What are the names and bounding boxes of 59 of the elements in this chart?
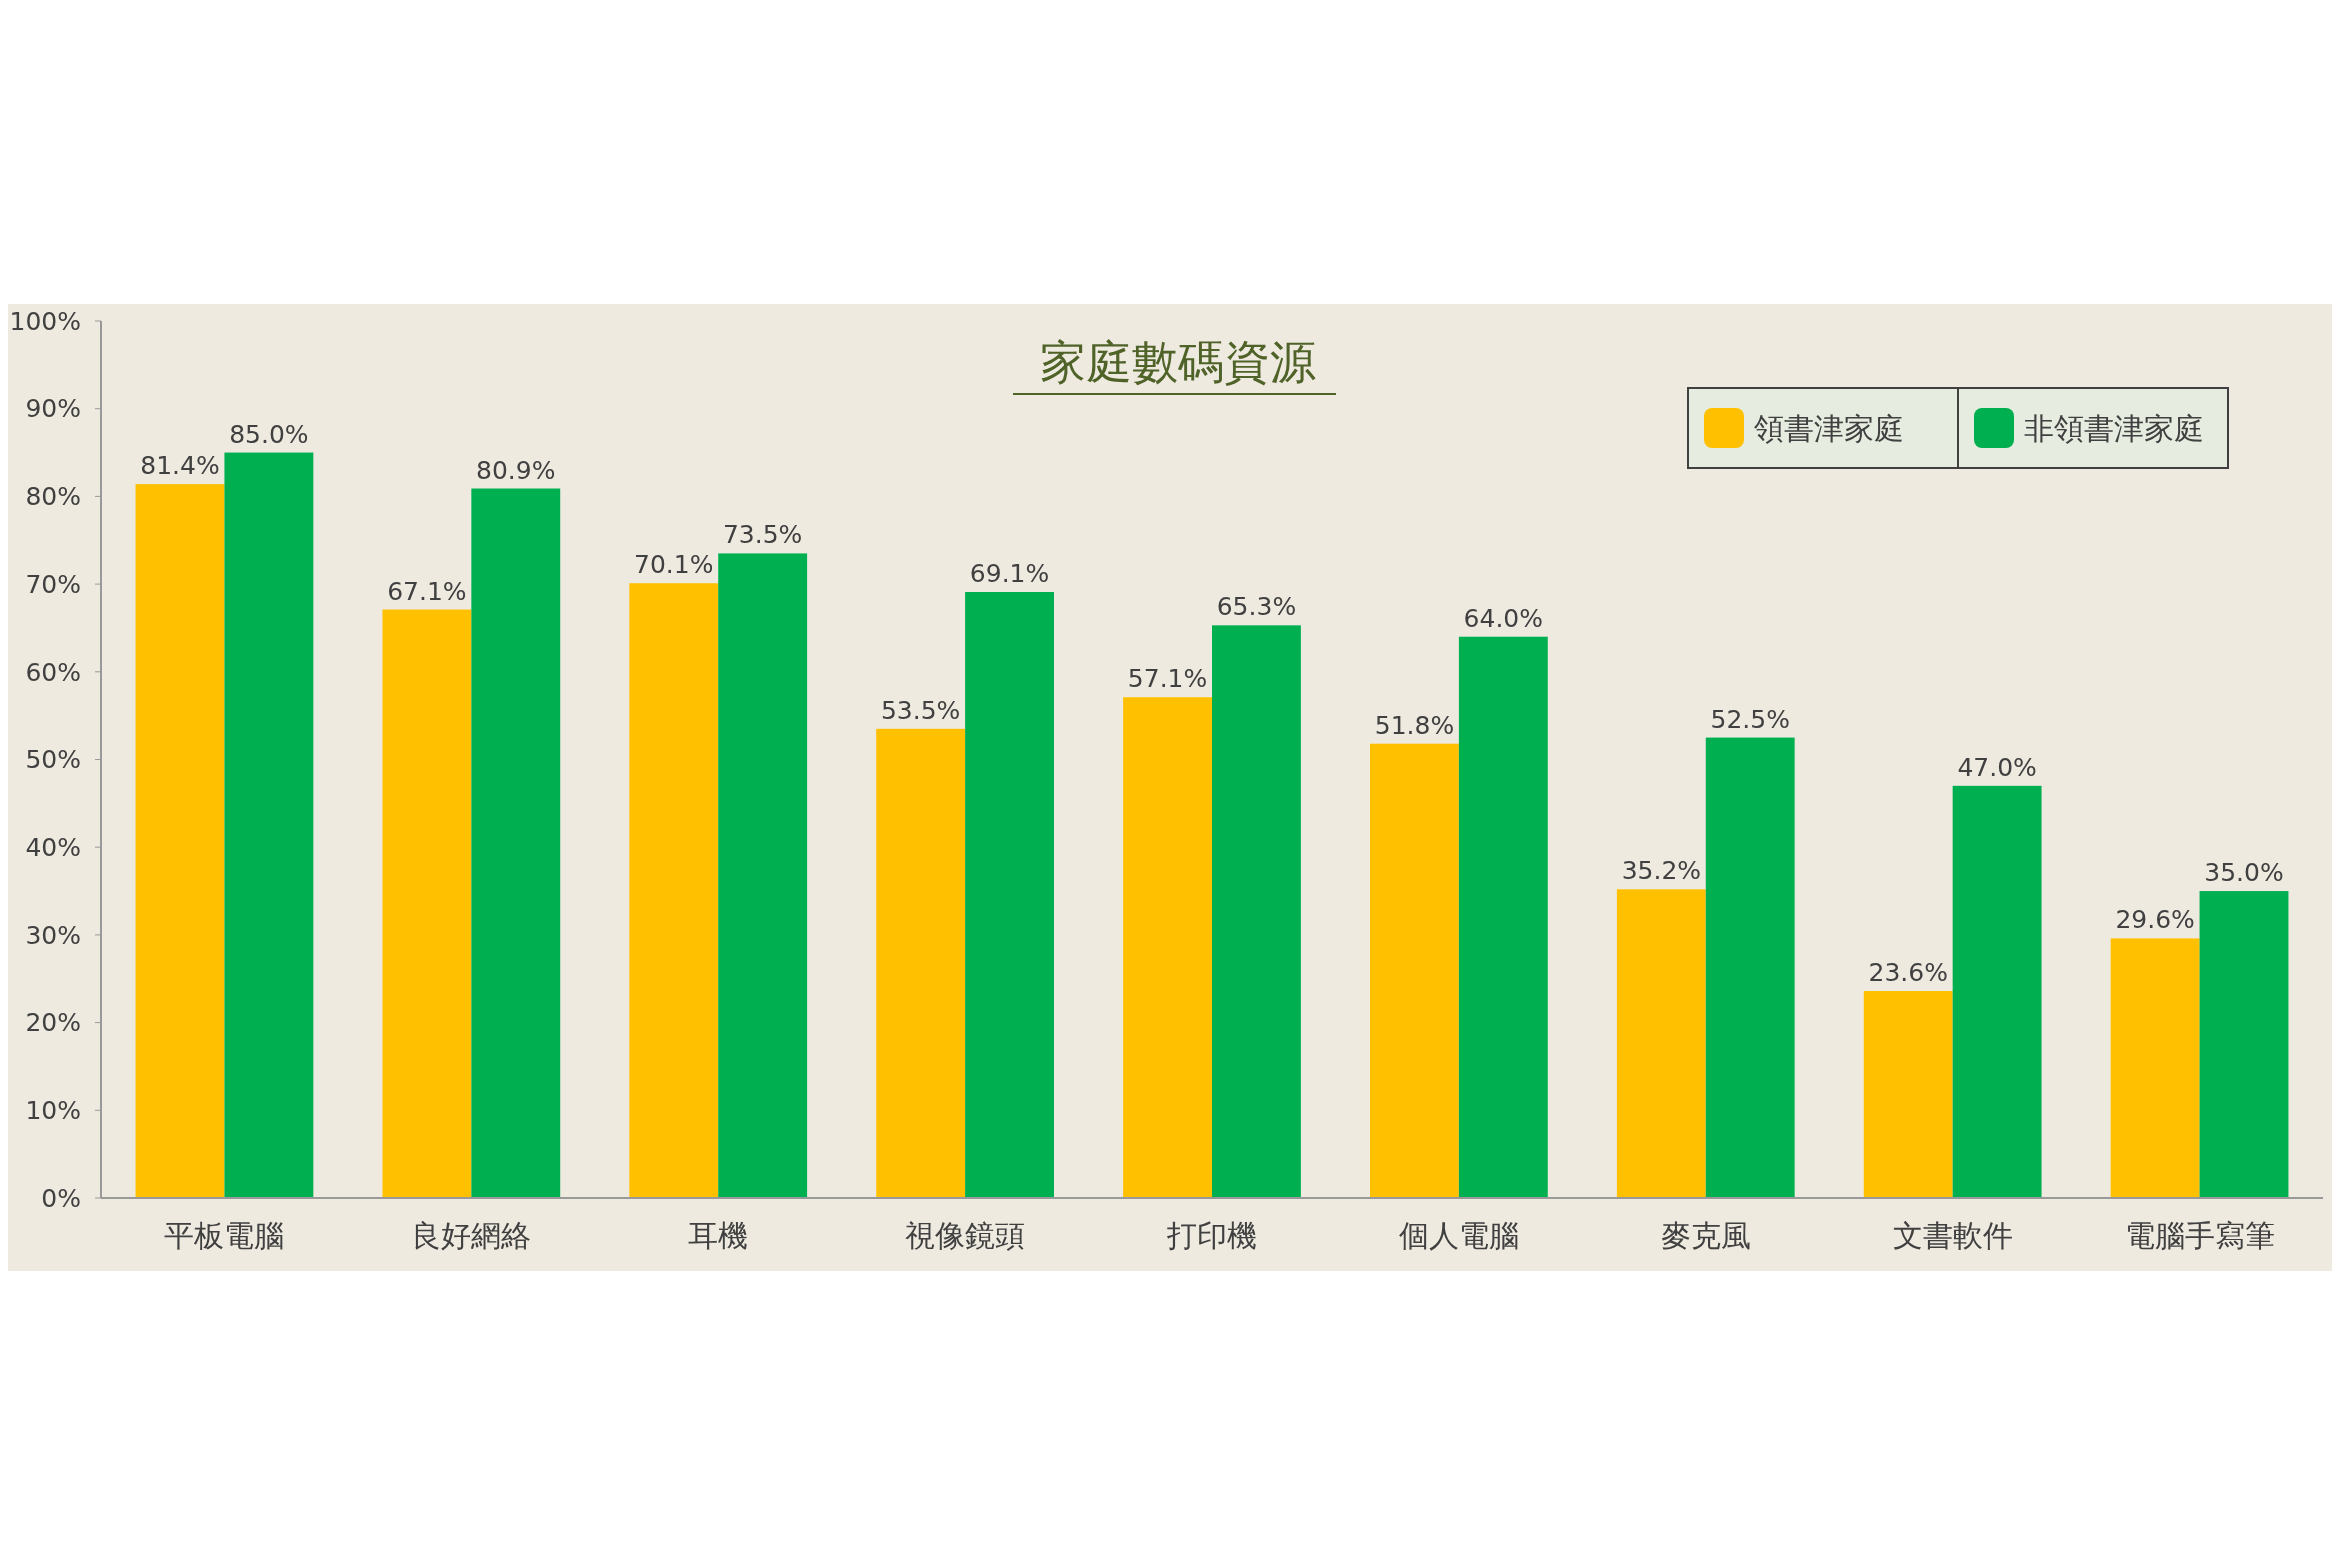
x-tick-label: 耳機 <box>688 1218 749 1253</box>
data-label: 69.1% <box>969 558 1050 588</box>
y-tick-label: 30% <box>25 920 81 950</box>
data-label: 65.3% <box>1216 592 1297 622</box>
x-tick-label: 視像鏡頭 <box>905 1218 1026 1253</box>
bar <box>876 728 966 1198</box>
y-tick-label: 50% <box>25 745 81 775</box>
bar <box>135 484 225 1198</box>
x-tick-label: 文書軟件 <box>1892 1218 2013 1253</box>
bar <box>1952 785 2042 1198</box>
bar <box>1212 625 1301 1198</box>
bar <box>718 553 808 1198</box>
x-tick-label: 麥克風 <box>1660 1218 1751 1253</box>
data-label: 57.1% <box>1127 664 1208 694</box>
bar <box>2199 891 2289 1198</box>
x-tick-label: 個人電腦 <box>1398 1218 1519 1253</box>
data-label: 23.6% <box>1868 958 1948 988</box>
y-tick-label: 100% <box>9 306 81 336</box>
data-label: 35.0% <box>2204 858 2284 888</box>
data-label: 52.5% <box>1710 704 1790 734</box>
y-tick-label: 10% <box>25 1096 81 1126</box>
bar <box>382 609 472 1198</box>
y-tick-label: 20% <box>25 1008 81 1038</box>
bar <box>224 452 314 1198</box>
y-tick-label: 80% <box>25 482 81 512</box>
bar <box>1370 743 1459 1198</box>
y-tick-label: 70% <box>25 569 81 599</box>
data-label: 29.6% <box>2115 905 2195 935</box>
data-label: 70.1% <box>634 550 714 580</box>
x-tick-label: 打印機 <box>1166 1218 1257 1253</box>
y-tick-label: 40% <box>25 832 81 862</box>
bar <box>1458 636 1548 1198</box>
bar <box>965 591 1054 1198</box>
y-tick-label: 0% <box>41 1183 81 1213</box>
chart-title: 家庭數碼資源 <box>1040 335 1316 389</box>
x-tick-label: 良好網絡 <box>411 1218 532 1253</box>
bar <box>1123 697 1212 1198</box>
bar <box>1863 991 1953 1198</box>
data-label: 53.5% <box>880 695 961 725</box>
data-label: 67.1% <box>387 576 467 606</box>
data-label: 47.0% <box>1957 752 2037 782</box>
data-label: 35.2% <box>1621 856 1702 886</box>
data-label: 85.0% <box>229 419 309 449</box>
bar <box>2110 938 2200 1198</box>
data-label: 51.8% <box>1374 710 1455 740</box>
data-label: 80.9% <box>476 455 556 485</box>
y-tick-label: 60% <box>25 657 81 687</box>
legend-label: 非領書津家庭 <box>2024 410 2204 446</box>
y-tick-label: 90% <box>25 394 81 424</box>
data-label: 73.5% <box>722 520 803 550</box>
data-label: 81.4% <box>140 451 220 481</box>
data-label: 64.0% <box>1463 603 1544 633</box>
bar <box>1705 737 1795 1198</box>
x-tick-label: 電腦手寫筆 <box>2124 1218 2275 1253</box>
bar <box>629 583 719 1198</box>
legend-label: 領書津家庭 <box>1754 410 1904 446</box>
bar <box>471 488 561 1198</box>
x-tick-label: 平板電腦 <box>164 1218 285 1253</box>
bar <box>1616 889 1706 1198</box>
